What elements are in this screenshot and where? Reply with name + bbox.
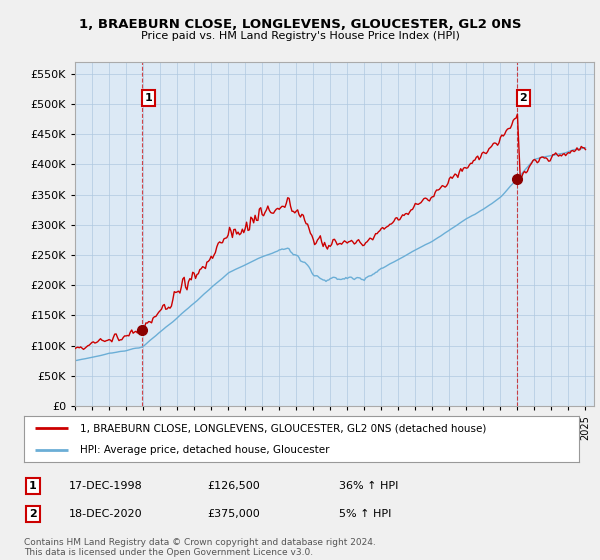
Text: £375,000: £375,000	[207, 509, 260, 519]
Text: £126,500: £126,500	[207, 481, 260, 491]
Text: Contains HM Land Registry data © Crown copyright and database right 2024.
This d: Contains HM Land Registry data © Crown c…	[24, 538, 376, 557]
Text: 1: 1	[29, 481, 37, 491]
Text: 5% ↑ HPI: 5% ↑ HPI	[339, 509, 391, 519]
Text: 1, BRAEBURN CLOSE, LONGLEVENS, GLOUCESTER, GL2 0NS: 1, BRAEBURN CLOSE, LONGLEVENS, GLOUCESTE…	[79, 18, 521, 31]
Text: 1, BRAEBURN CLOSE, LONGLEVENS, GLOUCESTER, GL2 0NS (detached house): 1, BRAEBURN CLOSE, LONGLEVENS, GLOUCESTE…	[79, 423, 486, 433]
Text: 1: 1	[145, 93, 152, 103]
Text: 18-DEC-2020: 18-DEC-2020	[69, 509, 143, 519]
Text: 2: 2	[519, 93, 527, 103]
Text: Price paid vs. HM Land Registry's House Price Index (HPI): Price paid vs. HM Land Registry's House …	[140, 31, 460, 41]
Text: 17-DEC-1998: 17-DEC-1998	[69, 481, 143, 491]
Text: HPI: Average price, detached house, Gloucester: HPI: Average price, detached house, Glou…	[79, 445, 329, 455]
Text: 36% ↑ HPI: 36% ↑ HPI	[339, 481, 398, 491]
Text: 2: 2	[29, 509, 37, 519]
